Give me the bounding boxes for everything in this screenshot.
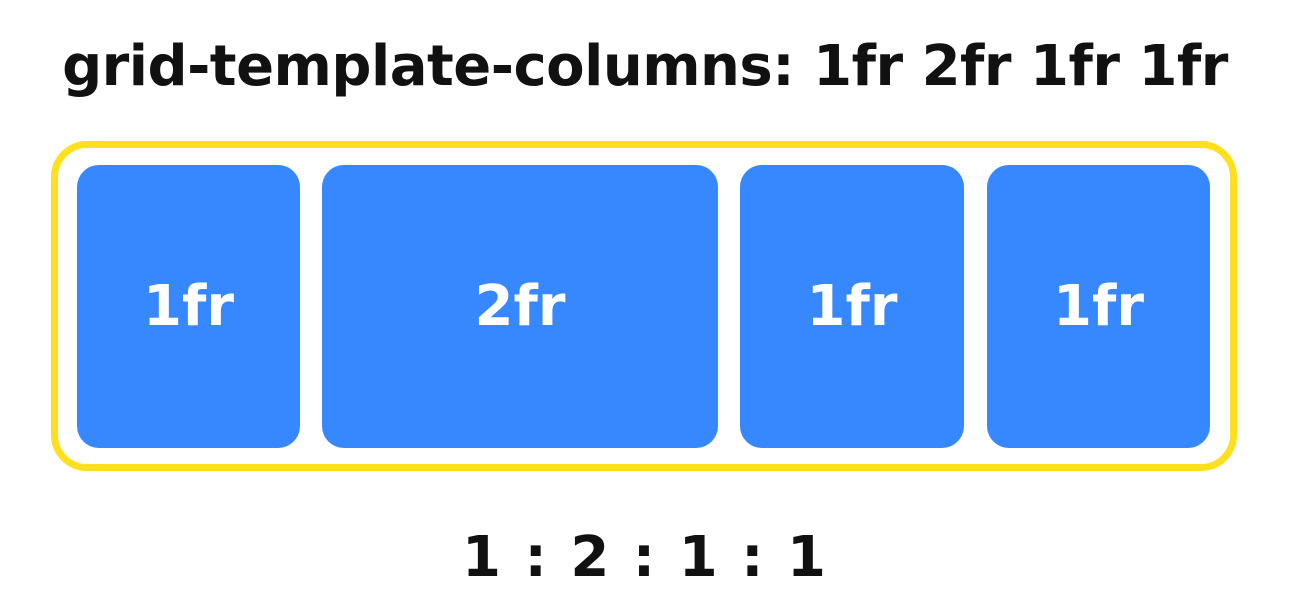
ratio-label: 1 : 2 : 1 : 1 xyxy=(461,525,829,590)
grid-cell-4-label: 1fr xyxy=(1053,274,1144,339)
grid-cell-2: 2fr xyxy=(322,165,718,448)
grid-cell-4: 1fr xyxy=(987,165,1210,448)
grid-cell-1: 1fr xyxy=(77,165,300,448)
grid-cell-3: 1fr xyxy=(740,165,964,448)
diagram-title: grid-template-columns: 1fr 2fr 1fr 1fr xyxy=(62,34,1228,99)
grid-cell-2-label: 2fr xyxy=(474,274,566,339)
grid-cell-1-label: 1fr xyxy=(143,274,234,339)
grid-cell-3-label: 1fr xyxy=(806,274,898,339)
